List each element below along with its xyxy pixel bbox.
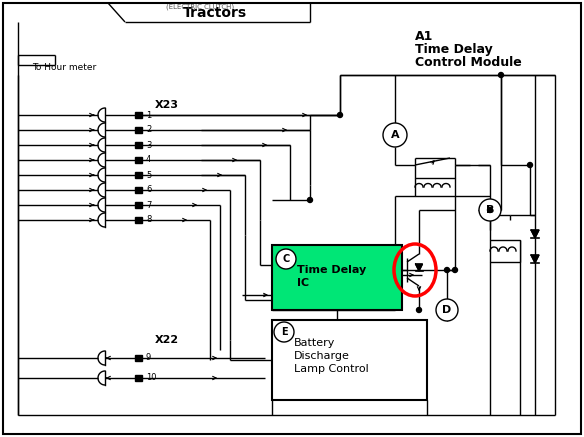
Circle shape: [276, 249, 296, 269]
Text: 4: 4: [146, 156, 151, 164]
Bar: [134, 172, 141, 178]
Text: C: C: [283, 254, 290, 264]
Bar: [272, 320, 427, 400]
Text: 7: 7: [146, 201, 151, 209]
Text: X23: X23: [155, 100, 179, 110]
Text: 8: 8: [146, 215, 151, 225]
Bar: [134, 202, 141, 208]
Text: Control Module: Control Module: [415, 56, 522, 69]
Text: 10: 10: [146, 374, 157, 382]
Polygon shape: [415, 264, 422, 271]
Text: D: D: [442, 305, 451, 315]
Text: 5: 5: [146, 170, 151, 180]
Circle shape: [383, 123, 407, 147]
Text: IC: IC: [297, 278, 309, 288]
Bar: [272, 245, 402, 310]
Bar: [490, 240, 520, 262]
Circle shape: [488, 208, 492, 212]
Circle shape: [453, 267, 457, 273]
Text: 3: 3: [146, 141, 151, 149]
Bar: [134, 187, 141, 193]
Bar: [134, 375, 141, 381]
Bar: [134, 157, 141, 163]
Bar: [134, 217, 141, 223]
Circle shape: [499, 73, 503, 77]
Text: Discharge: Discharge: [294, 351, 350, 361]
Bar: [415, 178, 455, 196]
Text: X22: X22: [155, 335, 179, 345]
Circle shape: [444, 267, 450, 273]
Bar: [134, 127, 141, 133]
Text: To Hour meter: To Hour meter: [32, 63, 96, 73]
Text: B: B: [486, 205, 494, 215]
Polygon shape: [531, 255, 539, 263]
Text: (ELECTRIC CLUTCH): (ELECTRIC CLUTCH): [166, 4, 234, 10]
Text: Time Delay: Time Delay: [415, 43, 493, 56]
Circle shape: [479, 199, 501, 221]
Circle shape: [436, 299, 458, 321]
Circle shape: [527, 163, 533, 167]
Text: Tractors: Tractors: [183, 6, 247, 20]
Text: 1: 1: [146, 111, 151, 119]
Circle shape: [338, 112, 342, 118]
Circle shape: [416, 308, 422, 312]
Text: 2: 2: [146, 125, 151, 135]
Text: 9: 9: [146, 354, 151, 363]
Bar: [134, 142, 141, 148]
Text: Lamp Control: Lamp Control: [294, 364, 369, 374]
Circle shape: [274, 322, 294, 342]
Bar: [134, 355, 141, 361]
Text: Time Delay: Time Delay: [297, 265, 366, 275]
Text: A: A: [391, 130, 399, 140]
Text: Battery: Battery: [294, 338, 335, 348]
Text: 6: 6: [146, 185, 151, 194]
Text: E: E: [281, 327, 287, 337]
Polygon shape: [531, 230, 539, 238]
Circle shape: [308, 198, 312, 202]
Text: A1: A1: [415, 30, 433, 43]
Bar: [134, 112, 141, 118]
